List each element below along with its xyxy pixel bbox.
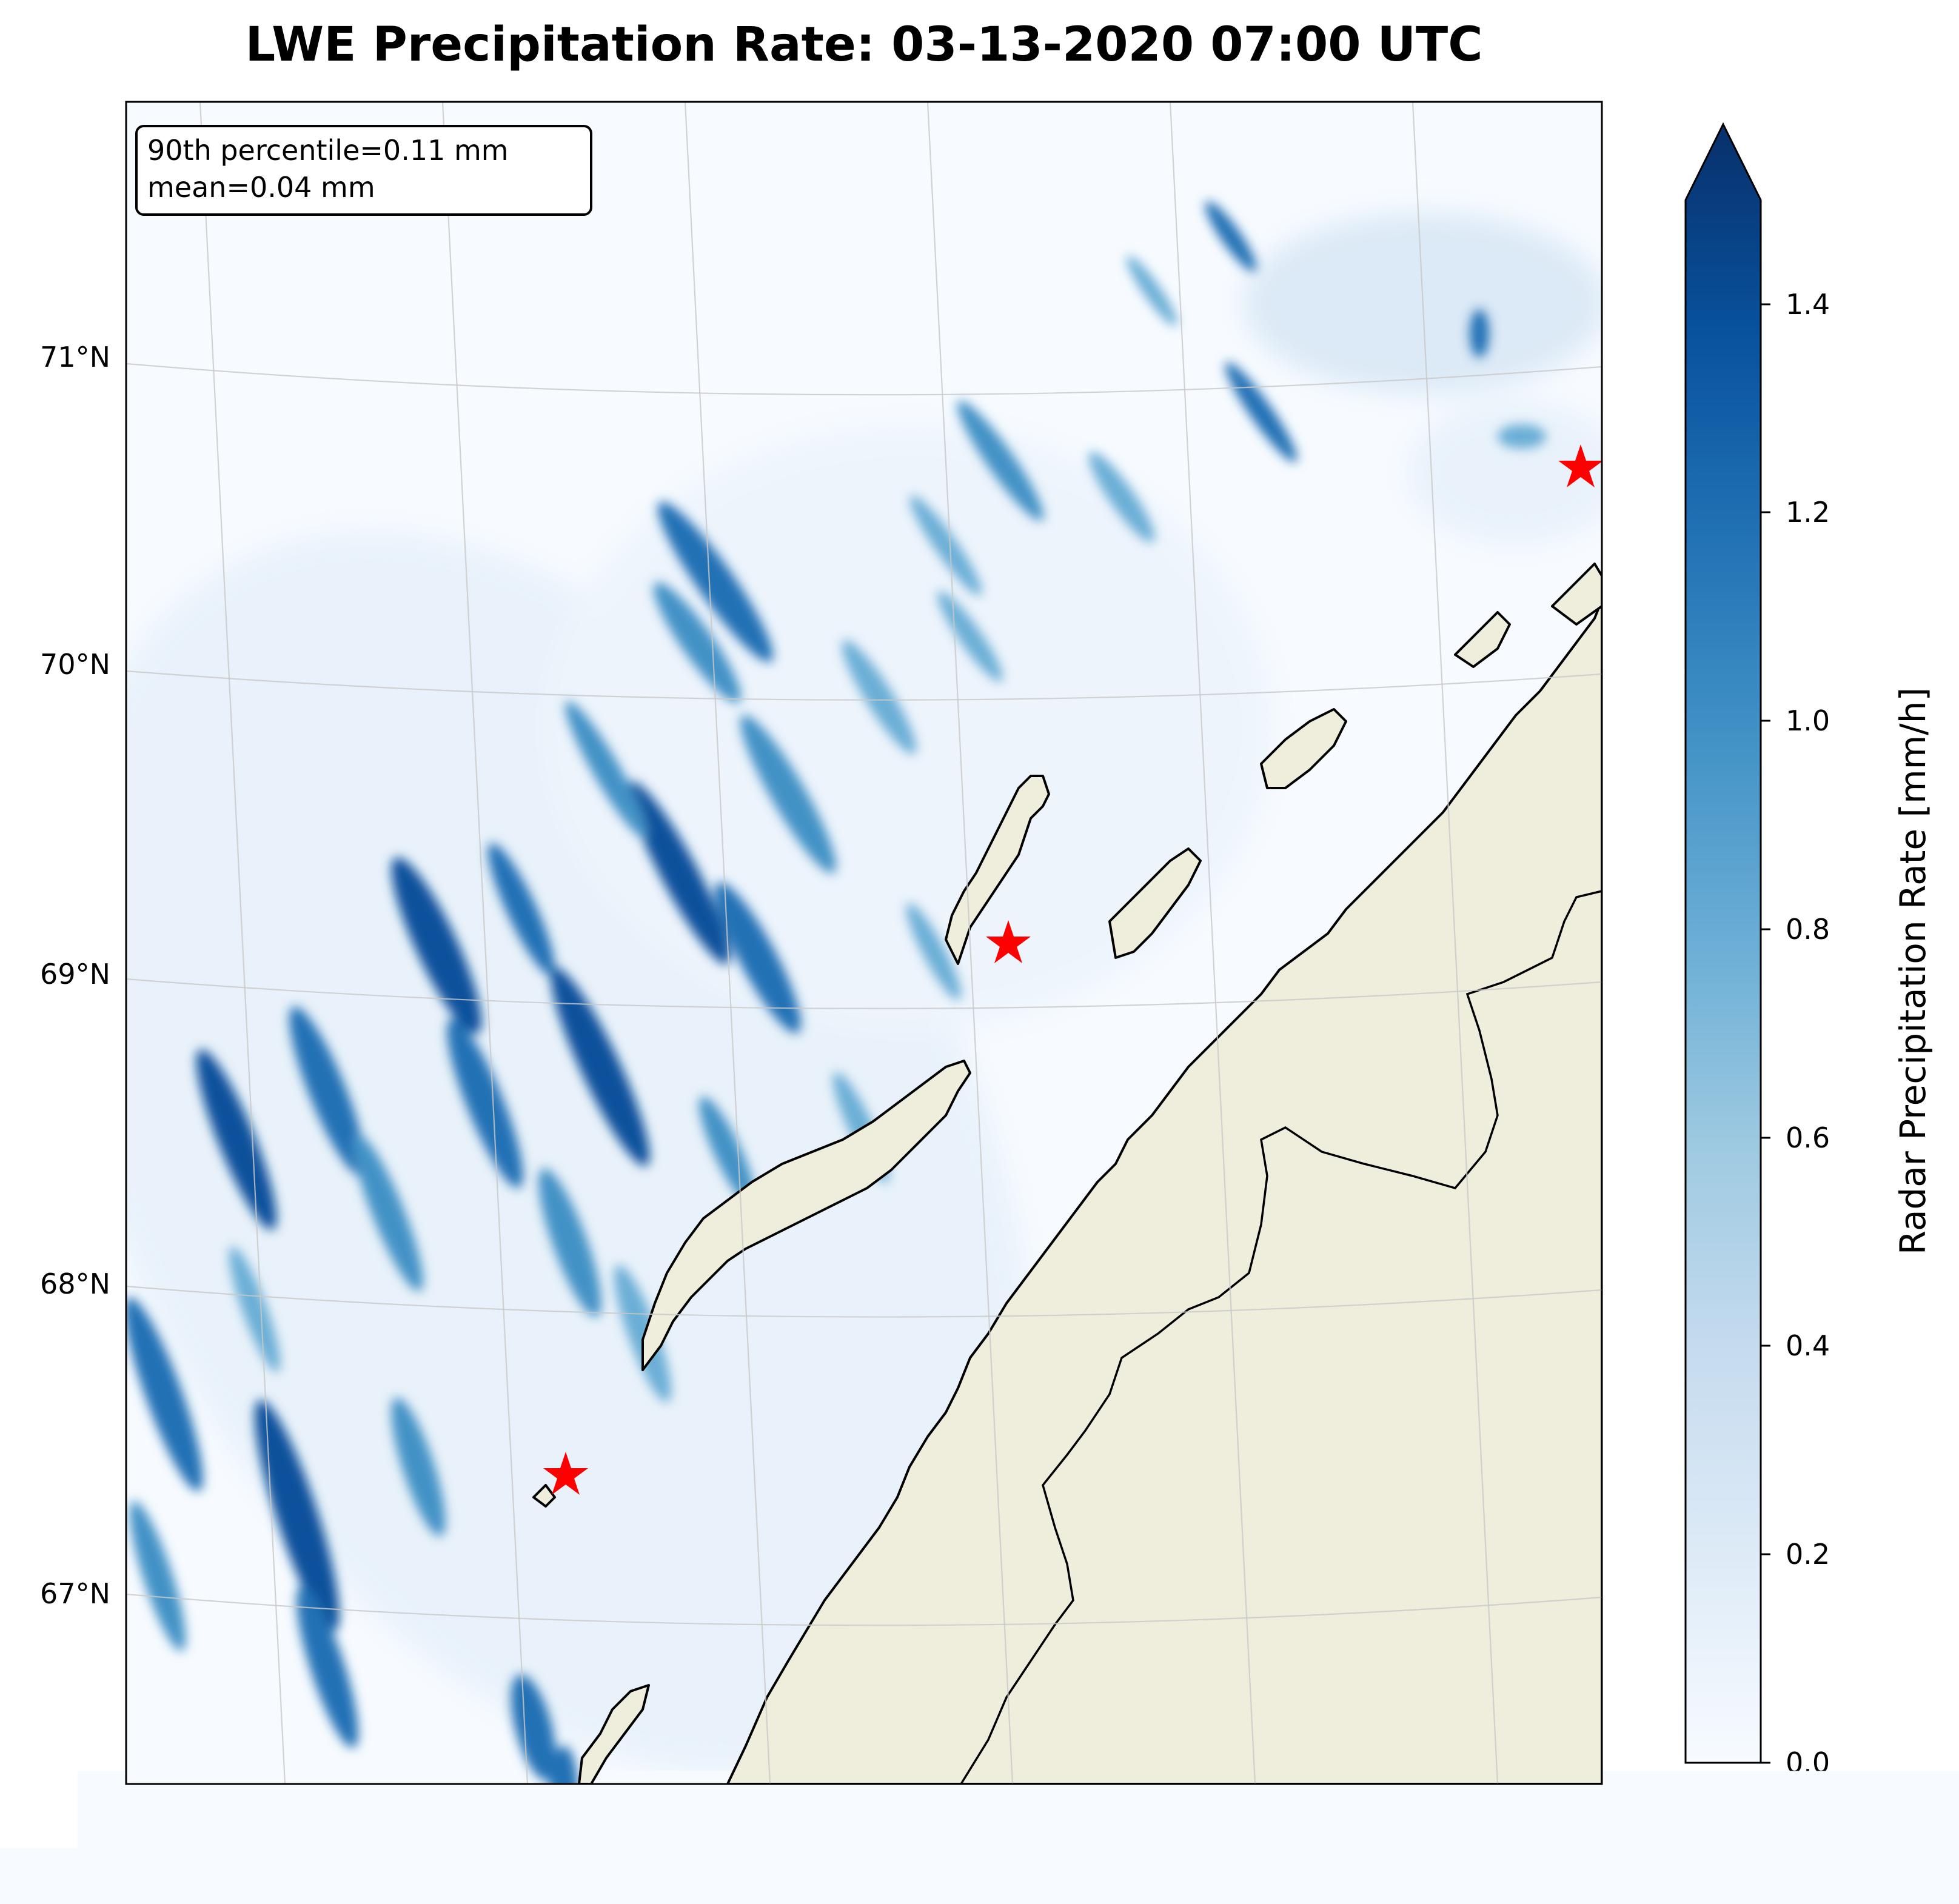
colorbar-tick-label: 1.0	[1786, 704, 1830, 737]
stats-box: 90th percentile=0.11 mm mean=0.04 mm	[136, 126, 591, 215]
colorbar: 0.0 0.2 0.4 0.6 0.8 1.0 1.2 1.4 Radar Pr…	[1686, 124, 1934, 1779]
lat-label: 71°N	[40, 341, 110, 373]
colorbar-label: Radar Precipitation Rate [mm/h]	[1892, 687, 1934, 1255]
colorbar-tick-label: 0.6	[1786, 1121, 1830, 1154]
colorbar-tick-label: 0.8	[1786, 913, 1830, 946]
colorbar-ticks	[1761, 304, 1770, 1763]
colorbar-tick-label: 0.4	[1786, 1329, 1830, 1362]
latitude-labels: 71°N 70°N 69°N 68°N 67°N	[40, 341, 110, 1610]
lat-label: 70°N	[40, 648, 110, 681]
lat-label: 68°N	[40, 1268, 110, 1300]
lon-label: 20°E	[1456, 1791, 1526, 1862]
colorbar-tick-label: 1.4	[1786, 288, 1830, 321]
colorbar-tick-label: 0.2	[1786, 1538, 1830, 1571]
longitude-labels: 10°E 12°E 14°E 16°E 18°E 20°E	[243, 1791, 1526, 1862]
lat-label: 69°N	[40, 958, 110, 990]
colorbar-tick-label: 1.2	[1786, 496, 1830, 529]
lat-label: 67°N	[40, 1577, 110, 1610]
colorbar-tick-labels: 0.0 0.2 0.4 0.6 0.8 1.0 1.2 1.4	[1786, 288, 1830, 1779]
stats-percentile: 90th percentile=0.11 mm	[147, 134, 509, 167]
colorbar-tick-label: 0.0	[1786, 1746, 1830, 1779]
lon-label: 14°E	[728, 1791, 799, 1862]
stats-mean: mean=0.04 mm	[147, 171, 375, 204]
lon-label: 16°E	[971, 1791, 1041, 1862]
colorbar-fill	[1686, 124, 1761, 1763]
map-title: LWE Precipitation Rate: 03-13-2020 07:00…	[246, 18, 1483, 72]
map-panel	[0, 102, 1625, 1904]
lon-label: 18°E	[1213, 1791, 1284, 1862]
lon-label: 10°E	[243, 1791, 313, 1862]
lon-label: 12°E	[486, 1791, 556, 1862]
